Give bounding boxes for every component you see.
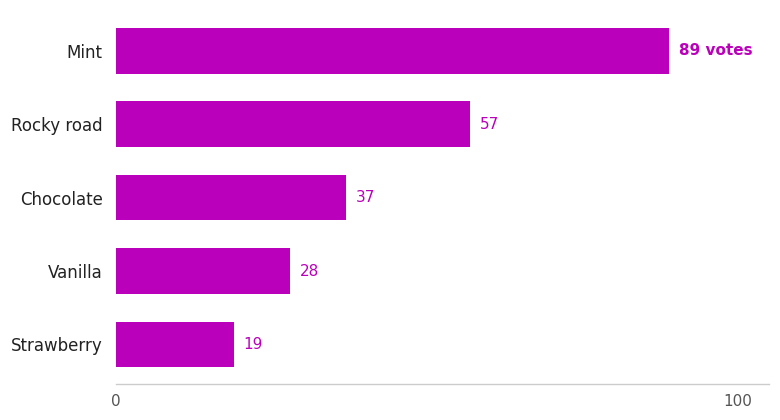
Text: 89 votes: 89 votes [679, 43, 753, 58]
Bar [116, 322, 234, 367]
Bar [116, 102, 470, 147]
Text: 57: 57 [480, 117, 499, 132]
Bar [116, 175, 346, 220]
Text: 37: 37 [356, 190, 375, 205]
Text: 19: 19 [243, 337, 263, 352]
Bar [116, 248, 290, 294]
Text: 28: 28 [300, 263, 319, 278]
Bar [116, 28, 669, 74]
